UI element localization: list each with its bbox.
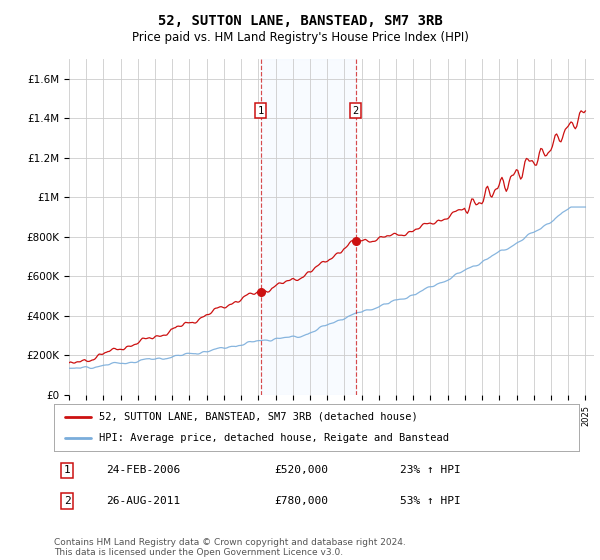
Text: £520,000: £520,000 bbox=[275, 465, 329, 475]
Text: 1: 1 bbox=[64, 465, 71, 475]
Text: 52, SUTTON LANE, BANSTEAD, SM7 3RB: 52, SUTTON LANE, BANSTEAD, SM7 3RB bbox=[158, 14, 442, 28]
Text: 1: 1 bbox=[257, 106, 264, 116]
Bar bbox=[261, 59, 356, 395]
Text: 23% ↑ HPI: 23% ↑ HPI bbox=[401, 465, 461, 475]
Text: 52, SUTTON LANE, BANSTEAD, SM7 3RB (detached house): 52, SUTTON LANE, BANSTEAD, SM7 3RB (deta… bbox=[98, 412, 418, 422]
Text: 2: 2 bbox=[64, 496, 71, 506]
Text: 2: 2 bbox=[352, 106, 359, 116]
Text: HPI: Average price, detached house, Reigate and Banstead: HPI: Average price, detached house, Reig… bbox=[98, 433, 449, 444]
Text: 24-FEB-2006: 24-FEB-2006 bbox=[107, 465, 181, 475]
Text: £780,000: £780,000 bbox=[275, 496, 329, 506]
Text: 53% ↑ HPI: 53% ↑ HPI bbox=[401, 496, 461, 506]
Text: 26-AUG-2011: 26-AUG-2011 bbox=[107, 496, 181, 506]
Text: Price paid vs. HM Land Registry's House Price Index (HPI): Price paid vs. HM Land Registry's House … bbox=[131, 31, 469, 44]
Text: Contains HM Land Registry data © Crown copyright and database right 2024.
This d: Contains HM Land Registry data © Crown c… bbox=[54, 538, 406, 557]
